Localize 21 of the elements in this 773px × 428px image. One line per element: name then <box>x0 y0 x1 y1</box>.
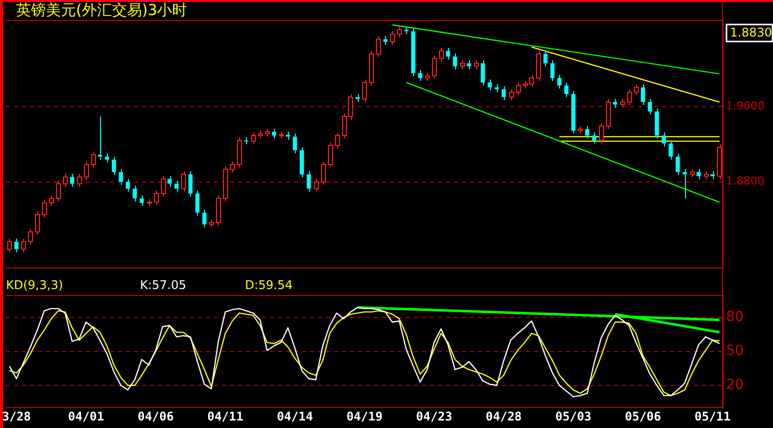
text: K:57.05 <box>140 278 186 292</box>
x-tick-label: 04/14 <box>276 409 313 424</box>
y-tick-label: 1.8800 <box>726 174 764 188</box>
x-tick-label: 04/23 <box>416 409 452 424</box>
chart-title: KD(9,3,3) <box>6 278 64 292</box>
y-tick-label: 1.9000 <box>726 99 764 112</box>
x-tick-label: 3/28 <box>2 409 31 424</box>
chart-title: 英镑美元(外汇交易)3小时 <box>16 0 188 19</box>
y-tick-label: 50 <box>726 343 744 360</box>
x-tick-label: 04/06 <box>138 409 174 424</box>
text: 1.8830 <box>730 26 772 40</box>
y-tick-label: 20 <box>726 377 744 394</box>
x-tick-label: 04/11 <box>207 409 244 424</box>
x-tick-label: 05/03 <box>555 409 592 424</box>
x-tick-label: 05/11 <box>694 409 731 424</box>
series-label: D:59.54 <box>245 278 293 292</box>
x-tick-label: 05/06 <box>624 409 662 424</box>
x-tick-label: 04/01 <box>68 409 104 424</box>
x-tick-label: 04/28 <box>486 409 522 424</box>
y-tick-label: 80 <box>726 309 744 326</box>
x-tick-label: 04/19 <box>346 409 383 424</box>
